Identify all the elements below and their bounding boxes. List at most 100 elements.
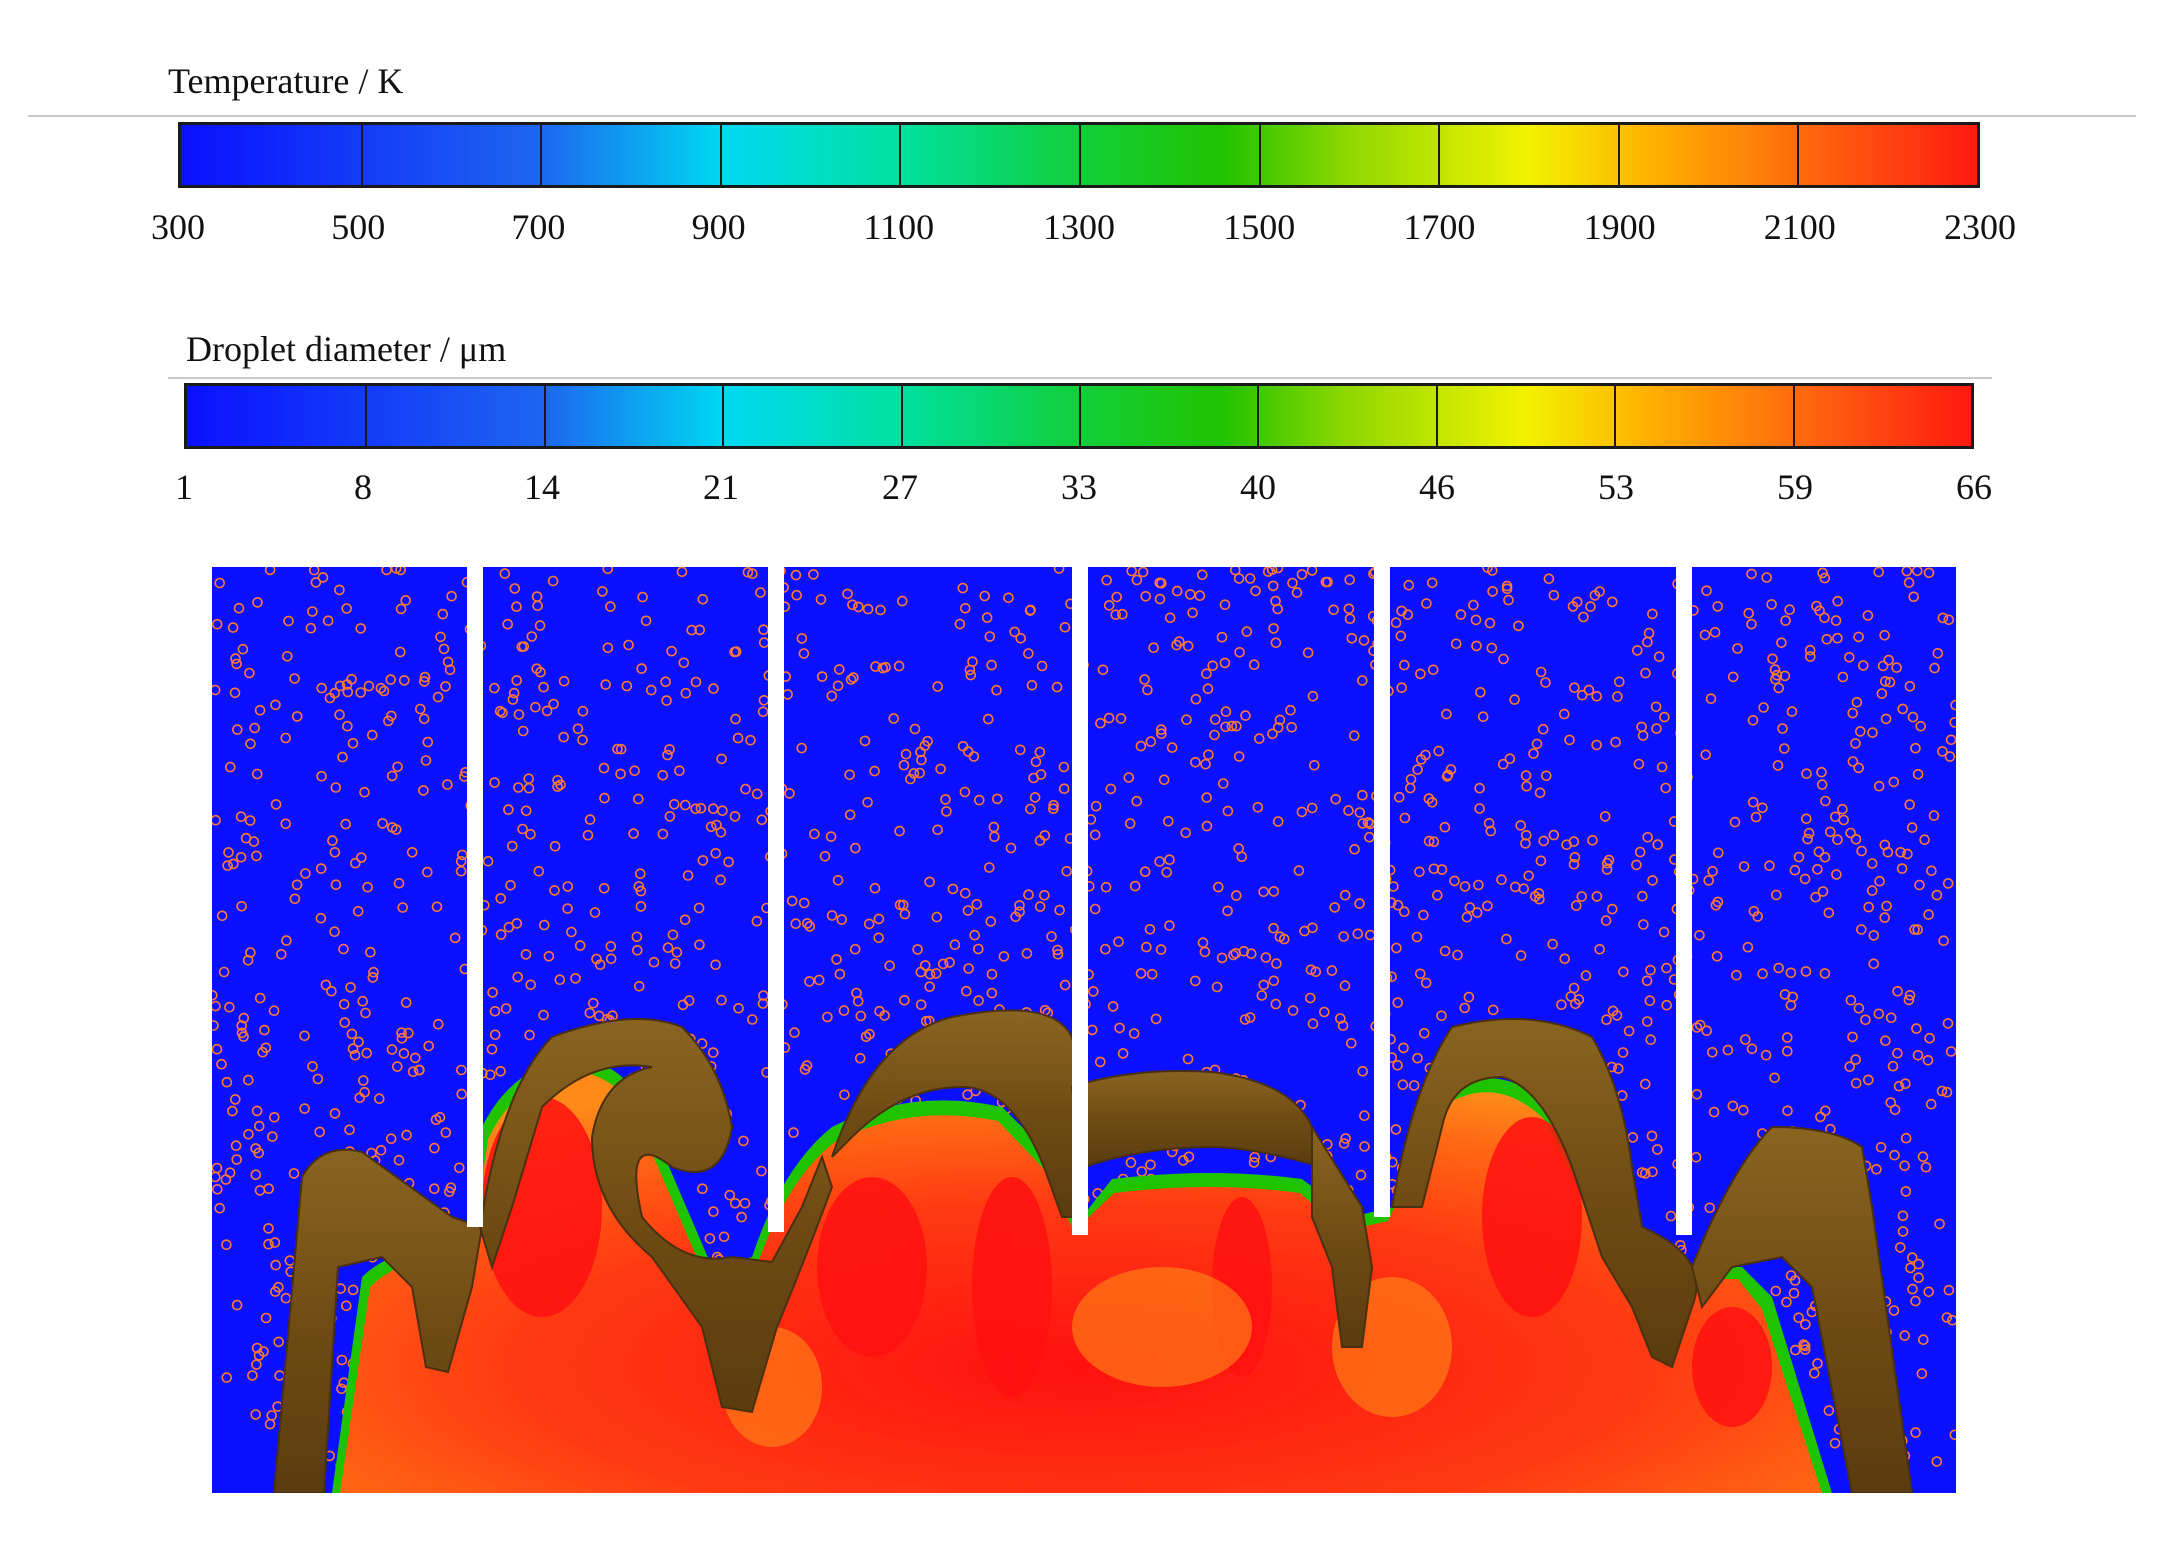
droplet-marker [1665, 1210, 1677, 1222]
droplet-marker [998, 951, 1010, 962]
droplet-marker [1305, 992, 1316, 1004]
droplet-marker [587, 997, 599, 1009]
droplet-marker [363, 680, 375, 692]
droplet-marker [1943, 614, 1955, 626]
droplet-marker [1873, 780, 1885, 792]
droplet-colorbar-divider [900, 386, 903, 446]
droplet-marker [1046, 931, 1057, 942]
droplet-marker [1902, 848, 1913, 860]
droplet-marker [1879, 839, 1891, 851]
droplet-marker [242, 1074, 254, 1086]
temperature-tick-label: 1500 [1223, 207, 1296, 247]
droplet-marker [1477, 711, 1489, 722]
droplet-marker [1023, 648, 1034, 659]
droplet-tick-label: 40 [1240, 467, 1276, 507]
droplet-marker [1915, 720, 1926, 732]
droplet-marker [397, 902, 408, 913]
droplet-marker [1473, 879, 1484, 891]
droplet-marker [455, 855, 467, 867]
droplet-marker [1154, 856, 1165, 867]
temperature-colorbar-divider [1079, 125, 1081, 185]
droplet-marker [836, 914, 848, 925]
droplet-marker [1471, 907, 1483, 918]
droplet-marker [457, 849, 468, 861]
droplet-marker [533, 865, 545, 877]
droplet-marker [1866, 885, 1878, 896]
droplet-marker [967, 656, 978, 667]
droplet-marker [1395, 630, 1407, 642]
droplet-marker [322, 615, 334, 627]
droplet-marker [1419, 1027, 1430, 1039]
droplet-marker [282, 651, 293, 662]
droplet-marker [245, 947, 256, 958]
droplet-marker [554, 974, 566, 986]
droplet-marker [1910, 1427, 1921, 1438]
droplet-marker [986, 659, 997, 671]
droplet-marker [849, 943, 861, 955]
droplet-marker [662, 749, 673, 761]
droplet-marker [212, 1043, 223, 1055]
droplet-marker [1415, 668, 1426, 680]
droplet-marker [268, 1005, 280, 1017]
droplet-marker [251, 1105, 263, 1117]
droplet-marker [896, 595, 908, 607]
droplet-marker [1891, 662, 1902, 673]
droplet-marker [1929, 662, 1940, 674]
droplet-marker [1790, 1344, 1801, 1356]
droplet-marker [682, 870, 694, 881]
droplet-marker [1101, 574, 1113, 586]
droplet-marker [1087, 986, 1099, 997]
droplet-marker [1241, 626, 1253, 637]
droplet-marker [1660, 782, 1671, 794]
droplet-marker [1267, 580, 1279, 592]
droplet-marker [1708, 1106, 1720, 1118]
droplet-marker [838, 1005, 850, 1016]
droplet-marker [914, 767, 926, 779]
droplet-colorbar-divider [1614, 386, 1617, 446]
droplet-marker [880, 661, 891, 673]
droplet-marker [1868, 930, 1880, 941]
droplet-marker [393, 1154, 405, 1166]
droplet-marker [222, 860, 233, 871]
droplet-marker [1640, 1078, 1651, 1090]
droplet-marker [1248, 659, 1260, 670]
droplet-marker [1296, 569, 1308, 580]
droplet-marker [1892, 1047, 1903, 1059]
droplet-marker [694, 624, 706, 636]
droplet-marker [940, 794, 951, 805]
droplet-marker [1897, 1226, 1909, 1237]
droplet-marker [704, 1233, 716, 1244]
droplet-marker [1601, 864, 1613, 875]
droplet-marker [1779, 743, 1790, 754]
droplet-marker [359, 1086, 370, 1098]
droplet-marker [1535, 855, 1547, 867]
droplet-marker [972, 943, 984, 955]
droplet-marker [1252, 802, 1264, 813]
droplet-marker [1538, 835, 1549, 847]
droplet-marker [355, 687, 366, 698]
droplet-marker [959, 602, 971, 614]
droplet-marker [1463, 991, 1475, 1003]
droplet-marker [1390, 1124, 1402, 1135]
droplet-marker [1638, 919, 1649, 930]
droplet-marker [954, 618, 966, 630]
droplet-marker [740, 783, 751, 795]
droplet-marker [1418, 909, 1429, 921]
droplet-marker [212, 814, 221, 826]
droplet-marker [1701, 1025, 1712, 1037]
droplet-marker [1876, 688, 1888, 699]
droplet-marker [218, 966, 230, 978]
droplet-marker [341, 603, 352, 614]
droplet-marker [729, 1197, 741, 1209]
droplet-marker [813, 974, 825, 986]
droplet-marker [1647, 1166, 1658, 1178]
droplet-tick-label: 53 [1598, 467, 1634, 507]
droplet-marker [1880, 676, 1891, 687]
injector-walls [467, 567, 1692, 1235]
droplet-marker [1770, 1285, 1782, 1297]
droplet-marker [1337, 1020, 1349, 1032]
droplet-marker [738, 1135, 749, 1147]
droplet-marker [831, 954, 842, 965]
droplet-marker [1880, 713, 1892, 725]
droplet-marker [635, 901, 647, 912]
